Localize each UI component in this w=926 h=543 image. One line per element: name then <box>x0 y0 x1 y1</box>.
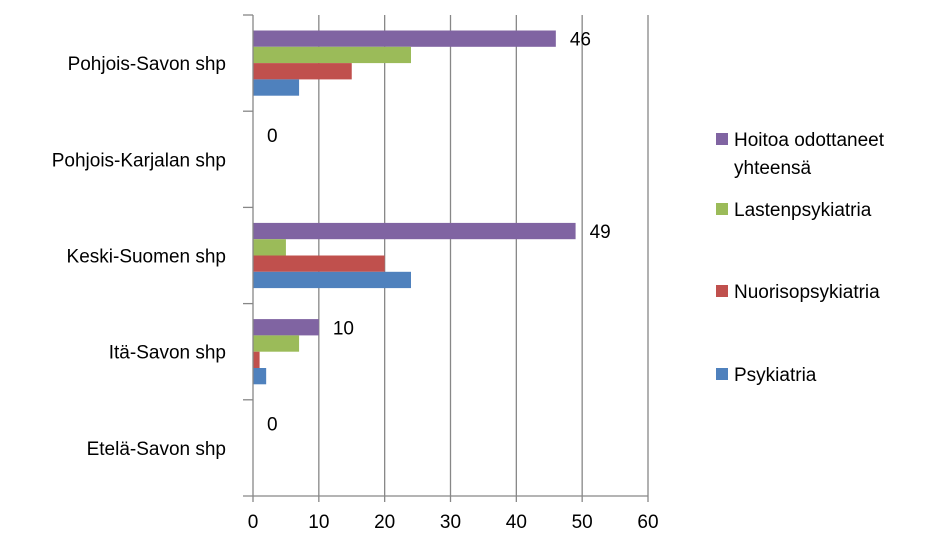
category-label: Itä-Savon shp <box>109 343 226 364</box>
bar-0-0 <box>253 30 556 47</box>
data-label: 46 <box>570 30 591 51</box>
bar-0-2 <box>253 63 352 80</box>
category-label: Etelä-Savon shp <box>87 439 226 460</box>
bar-3-3 <box>253 368 267 385</box>
legend-label-0: Hoitoa odottaneet <box>734 130 885 151</box>
x-tick-label-0: 0 <box>248 512 259 533</box>
x-tick-label-30: 30 <box>440 512 461 533</box>
legend: Hoitoa odottaneet yhteensä Lastenpsykiatri… <box>716 130 885 386</box>
legend-label-2: Nuorisopsykiatria <box>734 282 880 303</box>
bar-3-0 <box>253 319 319 336</box>
data-labels: 46 0 49 10 0 <box>267 30 611 436</box>
x-tick-label-40: 40 <box>506 512 527 533</box>
category-label: Pohjois-Savon shp <box>68 54 226 75</box>
bar-3-1 <box>253 335 300 352</box>
legend-swatch-1 <box>716 203 728 215</box>
data-label: 49 <box>590 222 611 243</box>
legend-swatch-3 <box>716 368 728 380</box>
category-label: Pohjois-Karjalan shp <box>52 150 226 171</box>
bar-2-2 <box>253 255 385 272</box>
bars <box>253 30 576 385</box>
legend-swatch-2 <box>716 285 728 297</box>
data-label: 0 <box>267 126 278 147</box>
axes <box>243 14 649 502</box>
legend-swatch-0 <box>716 133 728 145</box>
x-tick-label-20: 20 <box>374 512 395 533</box>
data-label: 0 <box>267 414 278 435</box>
legend-label-1: Lastenpsykiatria <box>734 200 872 221</box>
category-label: Keski-Suomen shp <box>67 247 226 268</box>
x-tick-label-50: 50 <box>572 512 593 533</box>
legend-label-0: yhteensä <box>734 158 812 179</box>
bar-3-2 <box>253 351 260 368</box>
bar-2-0 <box>253 222 576 240</box>
data-label: 10 <box>333 318 354 339</box>
x-tick-labels: 0 10 20 30 40 50 60 <box>248 512 659 533</box>
bar-2-3 <box>253 271 411 289</box>
x-tick-label-60: 60 <box>637 512 658 533</box>
x-tick-label-10: 10 <box>308 512 329 533</box>
legend-label-3: Psykiatria <box>734 365 817 386</box>
gridlines <box>318 15 649 496</box>
category-labels: Pohjois-Savon shp Pohjois-Karjalan shp Kes… <box>52 54 226 460</box>
bar-0-1 <box>253 46 411 64</box>
bar-2-1 <box>253 239 286 256</box>
bar-0-3 <box>253 79 300 96</box>
